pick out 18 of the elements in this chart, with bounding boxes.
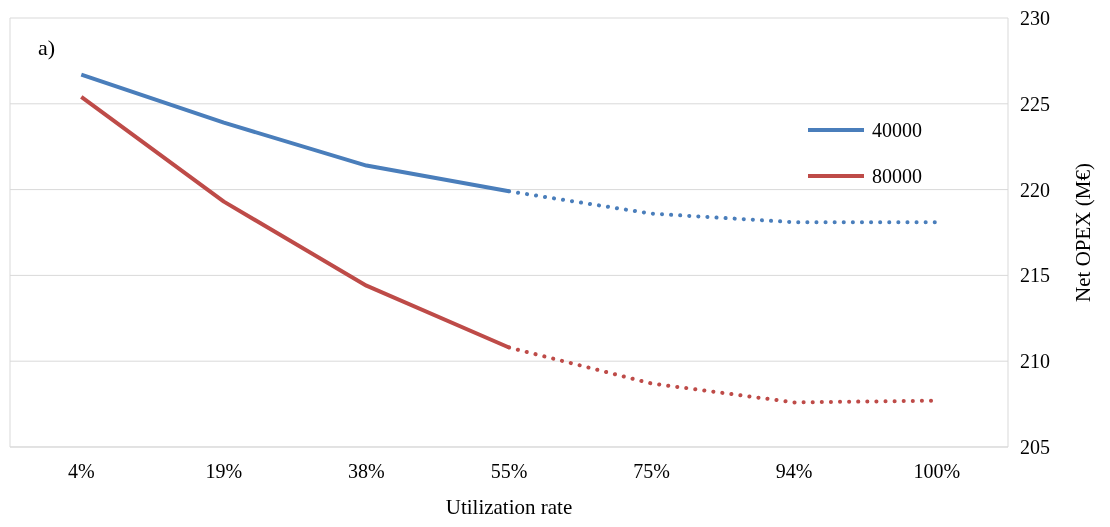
x-axis-title: Utilization rate bbox=[445, 495, 573, 519]
annotation: a) bbox=[38, 35, 56, 60]
y-tick-label: 220 bbox=[1020, 178, 1050, 201]
x-tick-label: 4% bbox=[67, 460, 95, 482]
legend-label: 40000 bbox=[872, 119, 922, 141]
x-tick-label: 94% bbox=[775, 460, 813, 482]
x-tick-label: 100% bbox=[913, 460, 961, 482]
x-tick-label: 38% bbox=[348, 460, 385, 482]
y-axis-title: Net OPEX (M€) bbox=[1071, 163, 1095, 302]
y-tick-label: 210 bbox=[1020, 350, 1050, 373]
y-tick-label: 215 bbox=[1020, 264, 1050, 287]
y-tick-label: 225 bbox=[1020, 92, 1050, 115]
x-tick-label: 19% bbox=[205, 460, 243, 482]
y-tick-label: 205 bbox=[1020, 436, 1050, 458]
y-tick-label: 230 bbox=[1020, 7, 1050, 29]
x-tick-label: 75% bbox=[633, 460, 670, 482]
x-tick-label: 55% bbox=[490, 460, 528, 482]
legend-label: 80000 bbox=[872, 165, 922, 187]
